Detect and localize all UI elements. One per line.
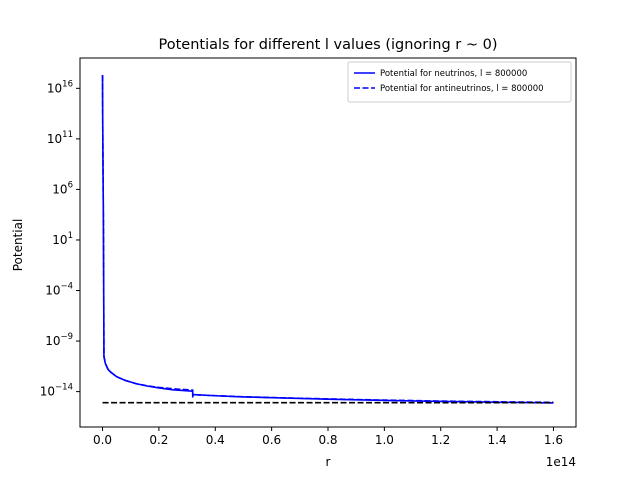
x-offset-label: 1e14	[546, 455, 576, 469]
y-tick-label: 10−4	[45, 282, 73, 298]
y-axis-label: Potential	[11, 219, 25, 272]
legend-label-2: Potential for antineutrinos, l = 800000	[380, 84, 544, 94]
legend: Potential for neutrinos, l = 800000 Poten…	[347, 61, 572, 103]
series-line-2	[101, 75, 554, 404]
y-tick-label: 10−9	[45, 332, 73, 348]
y-tick-label: 1016	[47, 79, 73, 95]
y-tick-label: 106	[52, 180, 73, 196]
x-tick-label: 1.6	[544, 433, 563, 447]
x-tick-label: 1.4	[488, 433, 507, 447]
x-tick-label: 0.0	[93, 433, 112, 447]
series-group	[101, 75, 554, 404]
chart-title: Potentials for different l values (ignor…	[159, 37, 498, 53]
legend-box	[347, 61, 572, 103]
x-tick-label: 0.8	[318, 433, 337, 447]
x-tick-label: 0.6	[262, 433, 281, 447]
y-axis: 1016 1011 106 101 10−4 10−9 10−14	[40, 79, 80, 399]
x-axis-label: r	[326, 455, 331, 469]
y-tick-label: 101	[52, 231, 73, 247]
x-tick-label: 1.0	[375, 433, 394, 447]
x-tick-label: 1.2	[431, 433, 450, 447]
x-axis: 0.0 0.2 0.4 0.6 0.8 1.0 1.2 1.4 1.6	[93, 427, 563, 447]
x-tick-label: 0.2	[149, 433, 168, 447]
x-tick-label: 0.4	[206, 433, 225, 447]
legend-label-1: Potential for neutrinos, l = 800000	[380, 69, 527, 79]
y-tick-label: 10−14	[40, 383, 73, 399]
y-tick-label: 1011	[47, 130, 73, 146]
